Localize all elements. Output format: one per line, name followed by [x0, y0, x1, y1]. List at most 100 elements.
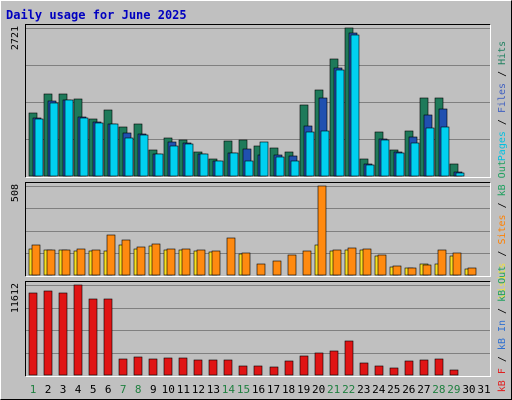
bar-bot-kb-f-day-2 — [43, 290, 53, 376]
bar-top-pages-day-15 — [244, 160, 254, 177]
bar-top-pages-day-3 — [64, 99, 74, 177]
bar-mid-sites-day-6 — [106, 234, 116, 276]
bar-top-pages-day-13 — [214, 160, 224, 177]
bar-bot-kb-f-day-10 — [163, 357, 173, 376]
x-tick-label-day-17: 17 — [267, 383, 280, 396]
bar-top-pages-day-25 — [395, 152, 405, 177]
x-tick-label-day-20: 20 — [312, 383, 325, 396]
x-tick-label-day-7: 7 — [120, 383, 127, 396]
bar-mid-sites-day-12 — [196, 249, 206, 276]
bar-bot-kb-f-day-12 — [193, 359, 203, 376]
panel-top-legend-segment: / — [497, 65, 508, 83]
x-tick-label-day-8: 8 — [135, 383, 142, 396]
bar-bot-kb-f-day-1 — [28, 292, 38, 376]
x-tick-label-day-29: 29 — [447, 383, 460, 396]
panel-mid-border-dark — [25, 182, 491, 277]
bar-mid-sites-day-24 — [377, 254, 387, 276]
panel-bot-legend-segment: kB F — [497, 368, 508, 392]
bar-mid-sites-day-26 — [407, 267, 417, 276]
bar-mid-sites-day-19 — [302, 250, 312, 276]
chart-title: Daily usage for June 2025 — [6, 8, 187, 22]
bar-mid-sites-day-29 — [452, 252, 462, 276]
bar-bot-kb-f-day-4 — [73, 284, 83, 376]
bar-mid-sites-day-22 — [347, 247, 357, 276]
panel-top-border-light — [25, 24, 491, 178]
bar-mid-sites-day-28 — [437, 249, 447, 276]
bar-bot-kb-f-day-28 — [434, 358, 444, 376]
x-tick-label-day-16: 16 — [252, 383, 265, 396]
x-tick-label-day-21: 21 — [327, 383, 340, 396]
bar-bot-kb-f-day-23 — [359, 362, 369, 376]
bar-bot-kb-f-day-3 — [58, 292, 68, 376]
x-tick-label-day-26: 26 — [402, 383, 415, 396]
panel-bot-area — [25, 281, 491, 377]
bar-bot-kb-f-day-13 — [208, 359, 218, 376]
x-tick-label-day-18: 18 — [282, 383, 295, 396]
bar-mid-sites-day-15 — [241, 252, 251, 276]
bar-bot-kb-f-day-7 — [118, 358, 128, 376]
bar-top-pages-day-26 — [410, 142, 420, 177]
bar-bot-kb-f-day-17 — [269, 366, 279, 376]
bar-mid-sites-day-25 — [392, 265, 402, 276]
bar-mid-sites-day-9 — [151, 243, 161, 276]
panel-bot-border-light — [25, 281, 491, 377]
bar-top-pages-day-18 — [290, 160, 300, 177]
bar-top-pages-day-2 — [49, 102, 59, 177]
bar-bot-kb-f-day-18 — [284, 360, 294, 376]
bar-bot-kb-f-day-11 — [178, 357, 188, 376]
bar-bot-kb-f-day-19 — [299, 355, 309, 376]
bar-bot-kb-f-day-24 — [374, 365, 384, 376]
bar-mid-sites-day-4 — [76, 248, 86, 276]
bar-top-pages-day-20 — [320, 130, 330, 177]
bar-mid-sites-day-20 — [317, 185, 327, 276]
bar-top-pages-day-8 — [139, 134, 149, 177]
bar-mid-sites-day-7 — [121, 239, 131, 276]
bar-mid-sites-day-10 — [166, 248, 176, 276]
bar-mid-sites-day-30 — [467, 267, 477, 276]
bar-bot-kb-f-day-21 — [329, 350, 339, 376]
bar-bot-kb-f-day-25 — [389, 367, 399, 376]
panel-mid-area — [25, 182, 491, 277]
x-tick-label-day-31: 31 — [477, 383, 490, 396]
x-tick-label-day-14: 14 — [222, 383, 236, 396]
x-tick-label-day-28: 28 — [432, 383, 445, 396]
panel-top-ymax-label: 2721 — [10, 26, 21, 50]
bar-top-pages-day-21 — [335, 69, 345, 177]
panel-top-legend: Pages / Files / Hits — [497, 41, 508, 161]
bar-top-pages-day-19 — [305, 131, 315, 177]
bar-bot-kb-f-day-29 — [449, 369, 459, 376]
panel-mid-legend-segment: Visits — [497, 263, 508, 299]
panel-top-legend-segment: Pages — [497, 131, 508, 161]
bar-mid-sites-day-18 — [287, 254, 297, 276]
panel-bot-border-dark — [25, 281, 491, 377]
x-tick-label-day-13: 13 — [207, 383, 220, 396]
panel-bot-legend-segment: kB In — [497, 320, 508, 350]
panel-mid-legend-segment: kB Out — [497, 160, 508, 196]
x-tick-label-day-22: 22 — [342, 383, 355, 396]
bar-top-pages-day-24 — [380, 139, 390, 177]
panel-bot-ymax-label: 11612 — [10, 283, 21, 313]
bar-bot-kb-f-day-27 — [419, 359, 429, 376]
x-tick-label-day-2: 2 — [45, 383, 52, 396]
x-tick-label-day-27: 27 — [417, 383, 430, 396]
bar-mid-sites-day-2 — [46, 249, 56, 276]
bar-bot-kb-f-day-15 — [238, 365, 248, 376]
panel-bot-legend-segment: / — [497, 350, 508, 368]
bar-top-pages-day-16 — [259, 141, 269, 177]
bar-top-pages-day-11 — [184, 143, 194, 177]
bar-mid-sites-day-16 — [256, 263, 266, 276]
x-tick-label-day-25: 25 — [387, 383, 400, 396]
bar-mid-sites-day-13 — [211, 250, 221, 276]
bar-bot-kb-f-day-8 — [133, 356, 143, 376]
bar-mid-sites-day-1 — [31, 244, 41, 276]
x-tick-label-day-12: 12 — [192, 383, 205, 396]
bar-top-pages-day-17 — [275, 156, 285, 177]
panel-mid-border-light — [25, 182, 491, 277]
panel-mid-ymax-label: 508 — [10, 184, 21, 202]
panel-bot-legend-segment: / — [497, 302, 508, 320]
bar-bot-kb-f-day-6 — [103, 298, 113, 376]
bar-mid-sites-day-8 — [136, 246, 146, 276]
bar-mid-sites-day-11 — [181, 248, 191, 276]
panel-mid-legend-segment: / — [497, 196, 508, 214]
bar-top-pages-day-9 — [154, 153, 164, 177]
